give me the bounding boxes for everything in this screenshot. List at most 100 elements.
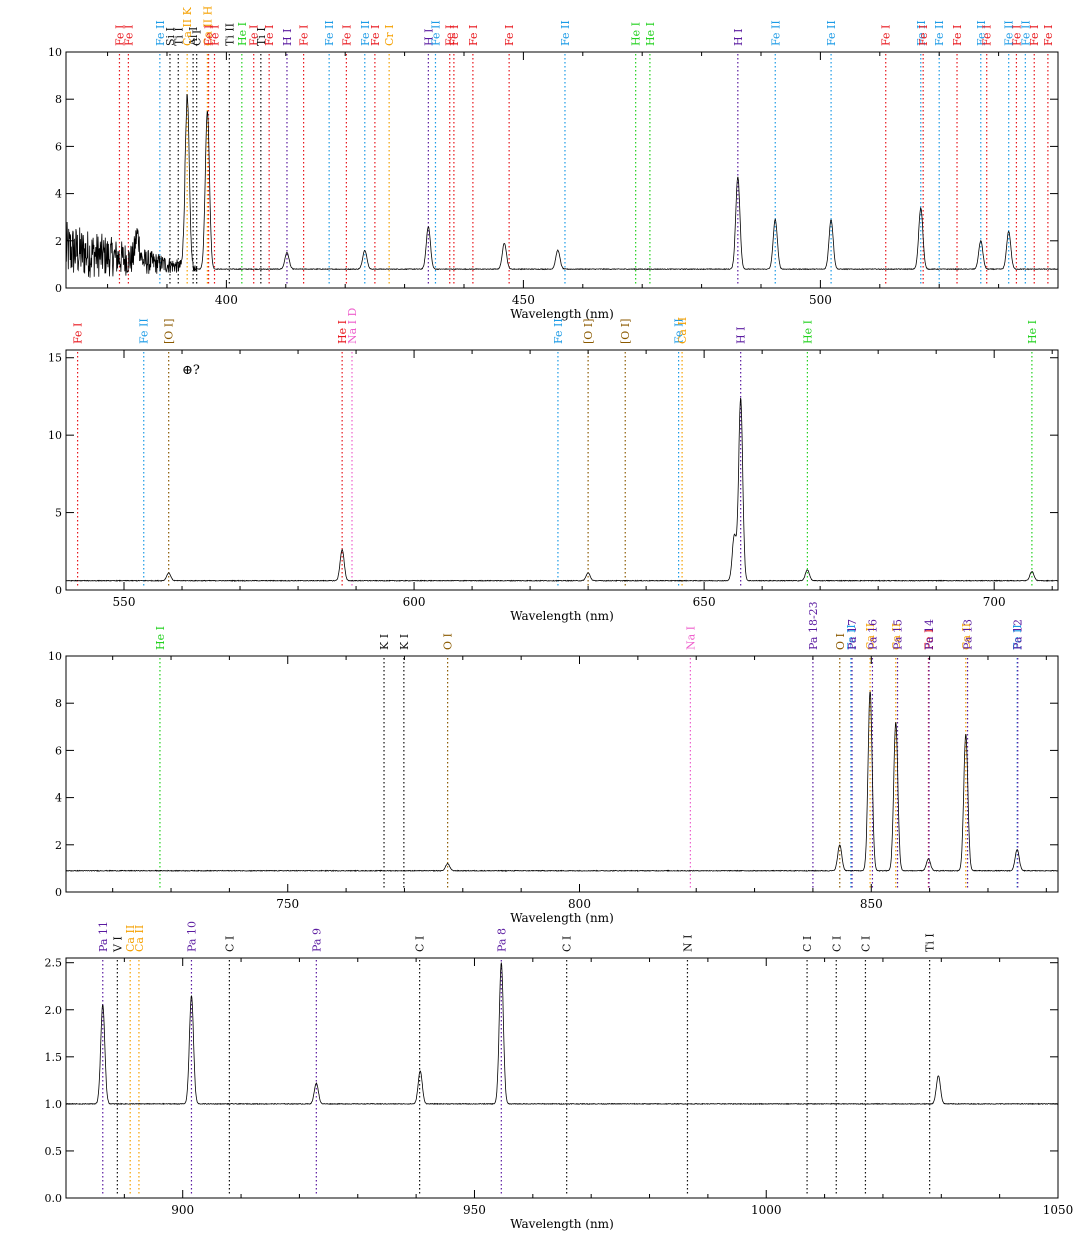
- line-label: Pa 18-23: [807, 601, 820, 650]
- x-tick-label: 450: [512, 293, 535, 307]
- line-label: H I: [735, 327, 748, 344]
- y-tick-label: 15: [48, 352, 62, 365]
- line-label: Fe II: [933, 20, 946, 46]
- line-label: Fe I: [951, 25, 964, 46]
- line-label: Ti I: [924, 933, 937, 952]
- line-label: He I: [336, 320, 349, 344]
- line-label: Fe II: [1011, 624, 1024, 650]
- line-label: He I: [1026, 320, 1039, 344]
- line-label: Fe II: [825, 20, 838, 46]
- line-label: Fe II: [429, 20, 442, 46]
- line-label: Fe I: [298, 25, 311, 46]
- line-label: N I: [681, 935, 694, 952]
- line-label: Pa 13: [962, 619, 975, 650]
- line-label: Fe I: [113, 25, 126, 46]
- line-label: Ca II: [864, 623, 877, 650]
- x-tick-label: 800: [568, 897, 591, 911]
- line-label: Fe I: [122, 25, 135, 46]
- line-label: K I: [398, 634, 411, 650]
- y-tick-label: 2: [55, 235, 62, 248]
- line-label: Fe I: [248, 25, 261, 46]
- line-label: O I: [834, 633, 847, 650]
- line-label: Ca II: [124, 925, 137, 952]
- line-label: Pa 12: [1012, 619, 1025, 650]
- line-label: Ca II: [960, 623, 973, 650]
- line-label: Fe I: [72, 323, 85, 344]
- x-tick-label: 550: [113, 595, 136, 609]
- line-label: V I: [111, 936, 124, 953]
- line-label: Pa 14: [923, 619, 936, 650]
- y-tick-label: 0: [55, 886, 62, 899]
- x-tick-label: 650: [693, 595, 716, 609]
- line-label: [O I]: [582, 319, 595, 344]
- line-label: Fe II: [359, 20, 372, 46]
- x-tick-label: 1050: [1043, 1203, 1074, 1217]
- line-label: Al I: [187, 27, 200, 47]
- line-label: He I: [154, 626, 167, 650]
- y-tick-label: 10: [48, 650, 62, 663]
- line-label: Fe II: [673, 318, 686, 344]
- spectrum-line: [65, 397, 1059, 582]
- line-label: Fe II: [323, 20, 336, 46]
- line-label: Fe I: [369, 25, 382, 46]
- line-label: Fe I: [263, 25, 276, 46]
- line-label: C I: [561, 936, 574, 952]
- line-labels: Fe I Si ITi IFe I Ca II HFe II Al IC IFe IC…: [113, 6, 1054, 47]
- line-label: He I: [801, 320, 814, 344]
- line-label: He I: [236, 22, 249, 46]
- x-tick-label: 750: [276, 897, 299, 911]
- line-label: C I: [801, 936, 814, 952]
- line-label: K I: [378, 634, 391, 650]
- line-labels: Fe I Fe II [O I] He INa I D Fe II [O I] [O I] F…: [72, 307, 1039, 344]
- plot-frame: [65, 957, 1059, 1199]
- line-label: O I: [442, 633, 455, 650]
- y-tick-label: 4: [55, 792, 62, 805]
- y-tick-label: 5: [55, 507, 62, 520]
- line-label: Na I: [684, 626, 697, 650]
- line-label: Fe II: [138, 318, 151, 344]
- y-tick-label: 4: [55, 188, 62, 201]
- line-label: Ca II H: [201, 6, 214, 46]
- y-tick-label: 8: [55, 93, 62, 106]
- y-tick-label: 0: [55, 282, 62, 295]
- line-label: Pa 15: [892, 619, 905, 650]
- plot-frame: [65, 51, 1059, 289]
- line-label: Ca II: [676, 317, 689, 344]
- y-tick-label: 1.0: [45, 1098, 63, 1111]
- panel-2: Fe I Fe II [O I] He INa I D Fe II [O I] [O I] F…: [48, 307, 1059, 623]
- line-label: Fe II: [769, 20, 782, 46]
- x-tick-label: 1000: [751, 1203, 782, 1217]
- x-tick-label: 900: [171, 1203, 194, 1217]
- line-label: Fe II: [975, 20, 988, 46]
- line-label: Fe I: [1028, 25, 1041, 46]
- line-label: Pa 8: [495, 928, 508, 952]
- line-label: Fe II: [559, 20, 572, 46]
- spectrum-line: [65, 691, 1059, 872]
- y-tick-label: 0.0: [45, 1192, 63, 1205]
- line-label: Pa 16: [866, 619, 879, 650]
- x-tick-label: 700: [983, 595, 1006, 609]
- line-label: Si I: [164, 27, 177, 46]
- line-label: Fe I: [467, 25, 480, 46]
- line-label: C I: [223, 936, 236, 952]
- x-axis-label: Wavelength (nm): [510, 911, 614, 925]
- line-label: Ti I: [255, 27, 268, 46]
- line-label: Fe II: [552, 318, 565, 344]
- line-label: Fe II: [154, 20, 167, 46]
- y-tick-label: 10: [48, 429, 62, 442]
- line-label: Fe II: [1019, 20, 1032, 46]
- line-label: Ca II: [133, 925, 146, 952]
- line-label: H I: [732, 29, 745, 46]
- line-label: Fe II: [1003, 20, 1016, 46]
- line-label: H I: [422, 29, 435, 46]
- line-label: He I: [644, 22, 657, 46]
- x-tick-label: 850: [860, 897, 883, 911]
- line-label: Fe I: [1010, 25, 1023, 46]
- line-label: Fe I: [503, 25, 516, 46]
- line-label: Pa 10: [185, 921, 198, 952]
- line-label: He I: [630, 22, 643, 46]
- line-label: Pa 9: [310, 928, 323, 952]
